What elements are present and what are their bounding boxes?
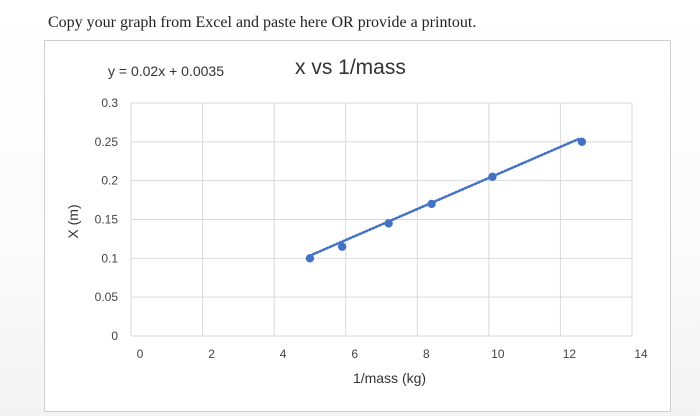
data-point: [384, 219, 393, 228]
data-point: [305, 254, 315, 263]
y-axis-ticks: 0 0.05 0.1 0.15 0.2 0.25 0.3: [95, 96, 119, 343]
x-tick-label: 14: [634, 347, 648, 361]
trendline-path: [308, 137, 580, 257]
trendline: [308, 137, 580, 257]
x-tick-label: 0: [137, 347, 144, 361]
x-axis-ticks: 0 2 4 6 8 10 12 14: [137, 347, 648, 361]
chart-frame[interactable]: [44, 40, 671, 412]
data-point: [337, 242, 347, 251]
y-tick-label: 0: [111, 329, 118, 343]
y-tick-label: 0.05: [95, 290, 119, 304]
y-tick-label: 0.2: [101, 174, 118, 188]
y-tick-label: 0.15: [95, 213, 119, 227]
x-axis-title: 1/mass (kg): [353, 370, 426, 386]
chart-title: x vs 1/mass: [295, 56, 406, 79]
y-tick-label: 0.25: [95, 135, 119, 149]
y-tick-label: 0.1: [101, 251, 118, 265]
x-tick-label: 2: [208, 347, 215, 361]
x-tick-label: 4: [280, 347, 287, 361]
x-tick-label: 8: [423, 347, 430, 361]
data-point: [488, 172, 497, 181]
y-tick-label: 0.3: [101, 96, 118, 110]
data-points: [305, 137, 587, 263]
gridlines: [130, 102, 633, 337]
data-point: [427, 199, 436, 209]
x-tick-label: 10: [491, 347, 505, 361]
instruction-text: Copy your graph from Excel and paste her…: [48, 14, 477, 31]
trendline-equation: y = 0.02x + 0.0035: [108, 63, 224, 79]
y-axis-title: X (m): [65, 204, 81, 238]
data-point: [577, 137, 587, 147]
x-tick-label: 12: [563, 347, 577, 361]
x-tick-label: 6: [351, 347, 358, 361]
